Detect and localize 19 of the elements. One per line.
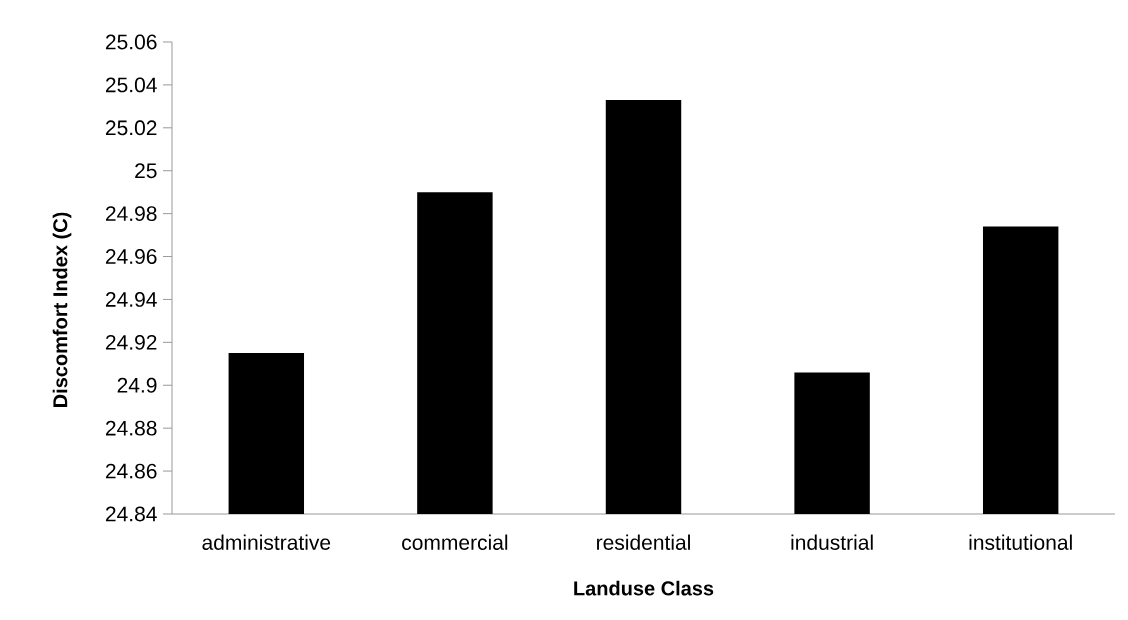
y-tick-label: 24.84 (105, 506, 157, 522)
y-tick-label: 24.86 (105, 463, 157, 479)
y-tick-label: 25 (135, 163, 157, 179)
y-tick-label: 24.88 (105, 420, 157, 436)
y-tick-label: 24.96 (105, 249, 157, 264)
x-tick-label: administrative (202, 534, 331, 550)
y-tick-label: 25.04 (105, 77, 157, 93)
y-tick-label: 24.9 (117, 377, 157, 393)
x-tick-label: institutional (969, 534, 1072, 550)
y-tick-label: 25.06 (105, 34, 157, 50)
x-tick-label: residential (597, 534, 690, 550)
y-axis-title: Discomfort Index (C) (52, 212, 72, 407)
y-tick-label: 25.02 (105, 120, 157, 136)
x-tick-label: commercial (402, 534, 508, 550)
x-tick-label: industrial (791, 534, 873, 550)
y-tick-label: 24.94 (105, 292, 157, 307)
y-tick-label: 24.92 (105, 334, 157, 350)
x-axis-title: Landuse Class (574, 580, 714, 596)
y-tick-label: 24.98 (105, 206, 157, 222)
